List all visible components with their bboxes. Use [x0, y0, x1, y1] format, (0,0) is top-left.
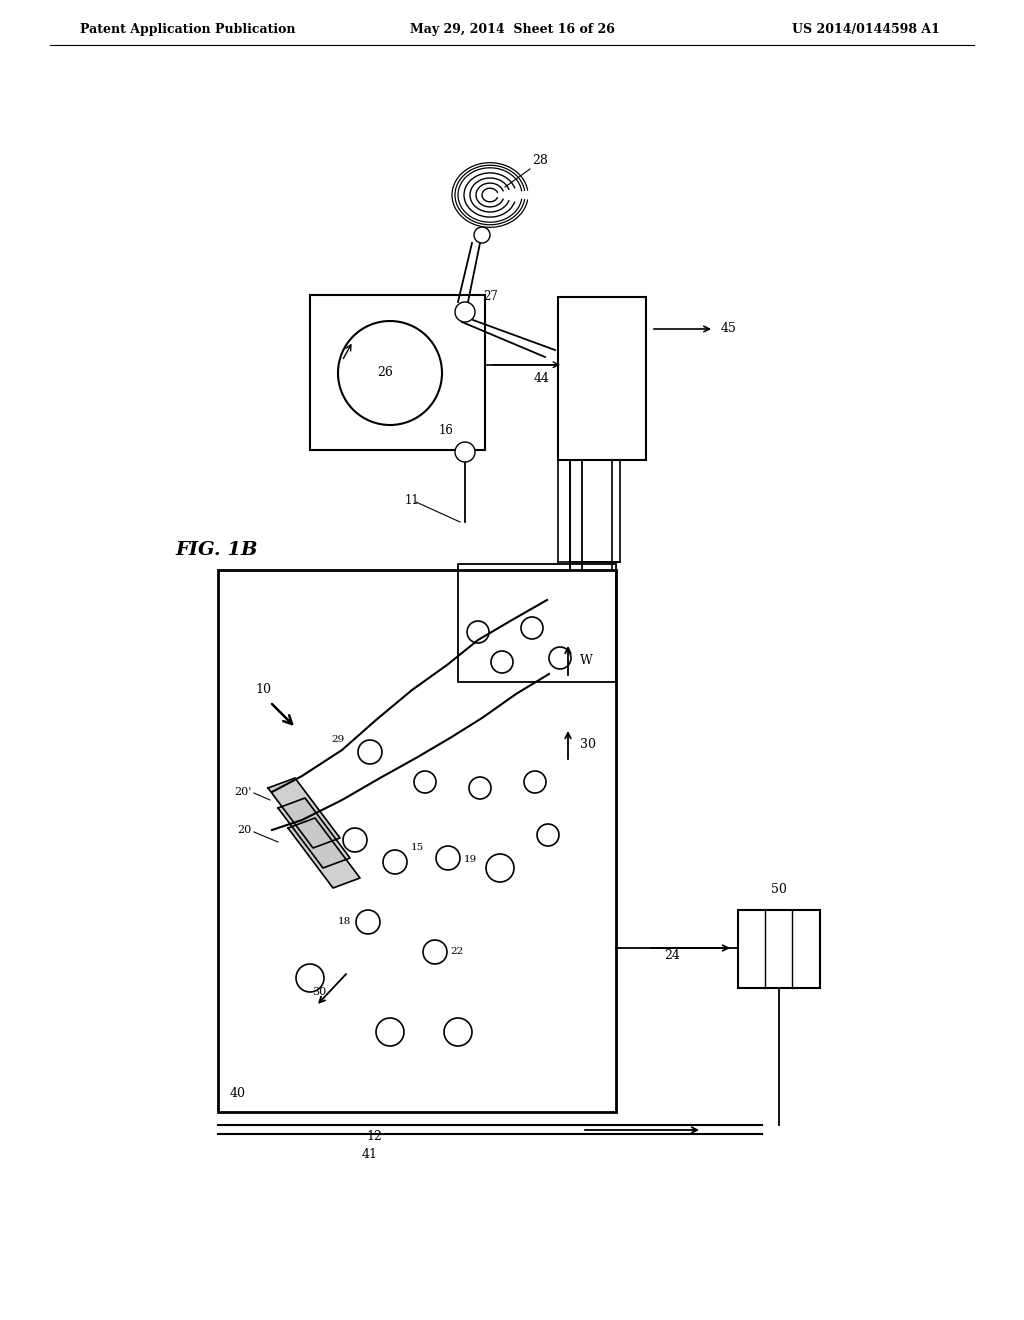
Bar	[458, 564, 616, 682]
Text: 19: 19	[464, 855, 476, 865]
Polygon shape	[278, 799, 350, 869]
Circle shape	[376, 1018, 404, 1045]
Text: 30: 30	[311, 987, 326, 997]
Bar	[218, 570, 616, 1111]
Circle shape	[423, 940, 447, 964]
Text: May 29, 2014  Sheet 16 of 26: May 29, 2014 Sheet 16 of 26	[410, 24, 614, 37]
Circle shape	[383, 850, 407, 874]
Text: 41: 41	[362, 1148, 378, 1162]
Circle shape	[356, 909, 380, 935]
Text: 22: 22	[451, 948, 464, 957]
Circle shape	[343, 828, 367, 851]
Text: 29: 29	[332, 735, 345, 744]
Circle shape	[537, 824, 559, 846]
Text: 27: 27	[483, 290, 498, 304]
Circle shape	[455, 442, 475, 462]
Text: 20: 20	[238, 825, 252, 836]
Circle shape	[444, 1018, 472, 1045]
Bar	[310, 294, 485, 450]
Bar	[738, 909, 820, 987]
Text: 40: 40	[230, 1086, 246, 1100]
Text: 28: 28	[532, 154, 548, 168]
Circle shape	[486, 854, 514, 882]
Text: FIG. 1B: FIG. 1B	[175, 541, 257, 558]
Text: Patent Application Publication: Patent Application Publication	[80, 24, 296, 37]
Text: 45: 45	[721, 322, 737, 335]
Circle shape	[296, 964, 324, 993]
Circle shape	[521, 616, 543, 639]
Circle shape	[455, 302, 475, 322]
Text: 10: 10	[255, 682, 271, 696]
Text: W: W	[580, 653, 593, 667]
Circle shape	[469, 777, 490, 799]
Circle shape	[490, 651, 513, 673]
Circle shape	[524, 771, 546, 793]
Text: 44: 44	[534, 372, 550, 385]
Polygon shape	[288, 818, 360, 888]
Text: 15: 15	[411, 843, 424, 853]
Text: 24: 24	[664, 949, 680, 962]
Circle shape	[414, 771, 436, 793]
Circle shape	[436, 846, 460, 870]
Text: 30: 30	[580, 738, 596, 751]
Text: 50: 50	[771, 883, 786, 896]
Text: 11: 11	[406, 494, 420, 507]
Circle shape	[338, 321, 442, 425]
Text: 12: 12	[366, 1130, 382, 1143]
Text: 16: 16	[438, 424, 453, 437]
Circle shape	[549, 647, 571, 669]
Polygon shape	[268, 777, 340, 847]
Text: US 2014/0144598 A1: US 2014/0144598 A1	[793, 24, 940, 37]
Circle shape	[467, 620, 489, 643]
Bar	[558, 297, 646, 459]
Text: 26: 26	[377, 367, 393, 380]
Text: 20': 20'	[234, 787, 252, 797]
Circle shape	[358, 741, 382, 764]
Text: 18: 18	[337, 917, 350, 927]
Circle shape	[474, 227, 490, 243]
